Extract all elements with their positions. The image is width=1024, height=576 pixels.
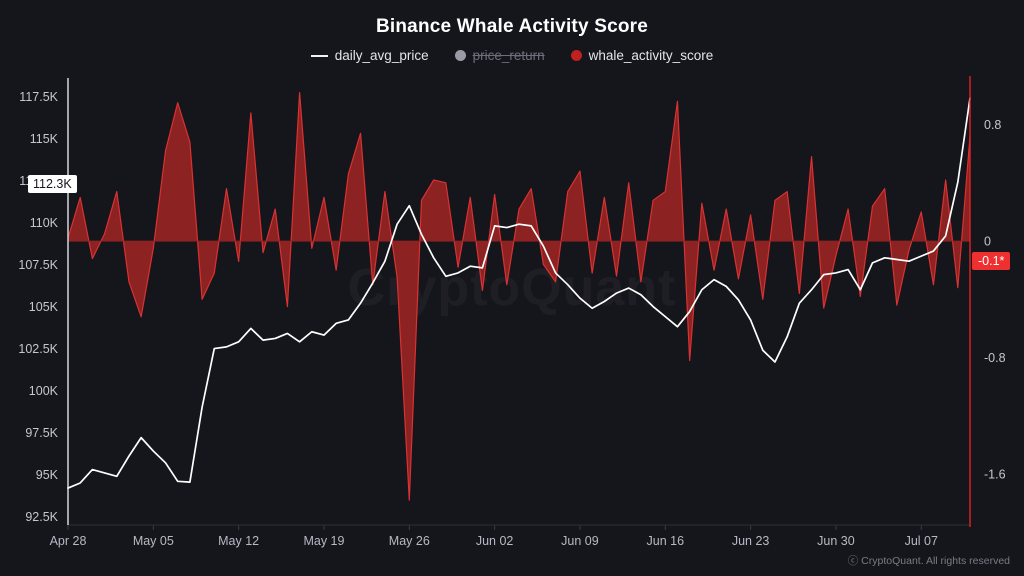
- y-axis-right-label: -1.6: [984, 468, 1006, 482]
- x-axis-label: May 19: [303, 534, 344, 548]
- x-axis-label: May 26: [389, 534, 430, 548]
- x-axis-label: Jun 09: [561, 534, 599, 548]
- x-axis-label: May 12: [218, 534, 259, 548]
- legend-marker-dot: [570, 50, 582, 61]
- y-axis-left-label: 95K: [36, 468, 59, 482]
- y-axis-left-label: 117.5K: [19, 90, 58, 104]
- y-axis-right-label: -0.8: [984, 351, 1006, 365]
- x-axis-label: Jun 30: [817, 534, 855, 548]
- x-axis-label: Jun 02: [476, 534, 514, 548]
- y-axis-left-label: 100K: [29, 384, 59, 398]
- page-title: Binance Whale Activity Score: [375, 16, 649, 37]
- legend-marker-dot: [454, 50, 466, 61]
- legend-label: price_return: [472, 48, 545, 63]
- left-price-badge: 112.3K: [28, 174, 77, 193]
- x-axis-label: Jun 16: [647, 534, 685, 548]
- legend-marker-line: [310, 54, 328, 57]
- y-axis-left-label: 115K: [30, 132, 59, 146]
- chart-legend: daily_avg_price price_return whale_activ…: [0, 48, 1024, 63]
- legend-label: daily_avg_price: [334, 48, 429, 63]
- y-axis-left-label: 107.5K: [18, 258, 58, 272]
- y-axis-left-label: 105K: [29, 300, 59, 314]
- x-axis-label: Jul 07: [905, 534, 938, 548]
- y-axis-left-label: 102.5K: [18, 342, 58, 356]
- y-axis-left-label: 92.5K: [25, 510, 58, 524]
- legend-item-whale-activity-score[interactable]: whale_activity_score: [570, 48, 714, 63]
- right-score-badge: -0.1*: [972, 251, 1011, 270]
- legend-item-daily-avg-price[interactable]: daily_avg_price: [310, 48, 429, 63]
- copyright-footer: ⓒ CryptoQuant. All rights reserved: [847, 555, 1010, 567]
- y-axis-right-label: 0.8: [984, 118, 1001, 132]
- y-axis-right-label: 0: [984, 235, 991, 249]
- y-axis-left-label: 110K: [30, 216, 59, 230]
- x-axis-label: May 05: [133, 534, 174, 548]
- x-axis-label: Jun 23: [732, 534, 770, 548]
- legend-item-price-return[interactable]: price_return: [454, 48, 545, 63]
- legend-label: whale_activity_score: [588, 48, 714, 63]
- whale-activity-score-line: [67, 91, 971, 501]
- daily-avg-price-line: [67, 97, 971, 489]
- x-axis-label: Apr 28: [50, 534, 87, 548]
- y-axis-left-label: 97.5K: [25, 426, 58, 440]
